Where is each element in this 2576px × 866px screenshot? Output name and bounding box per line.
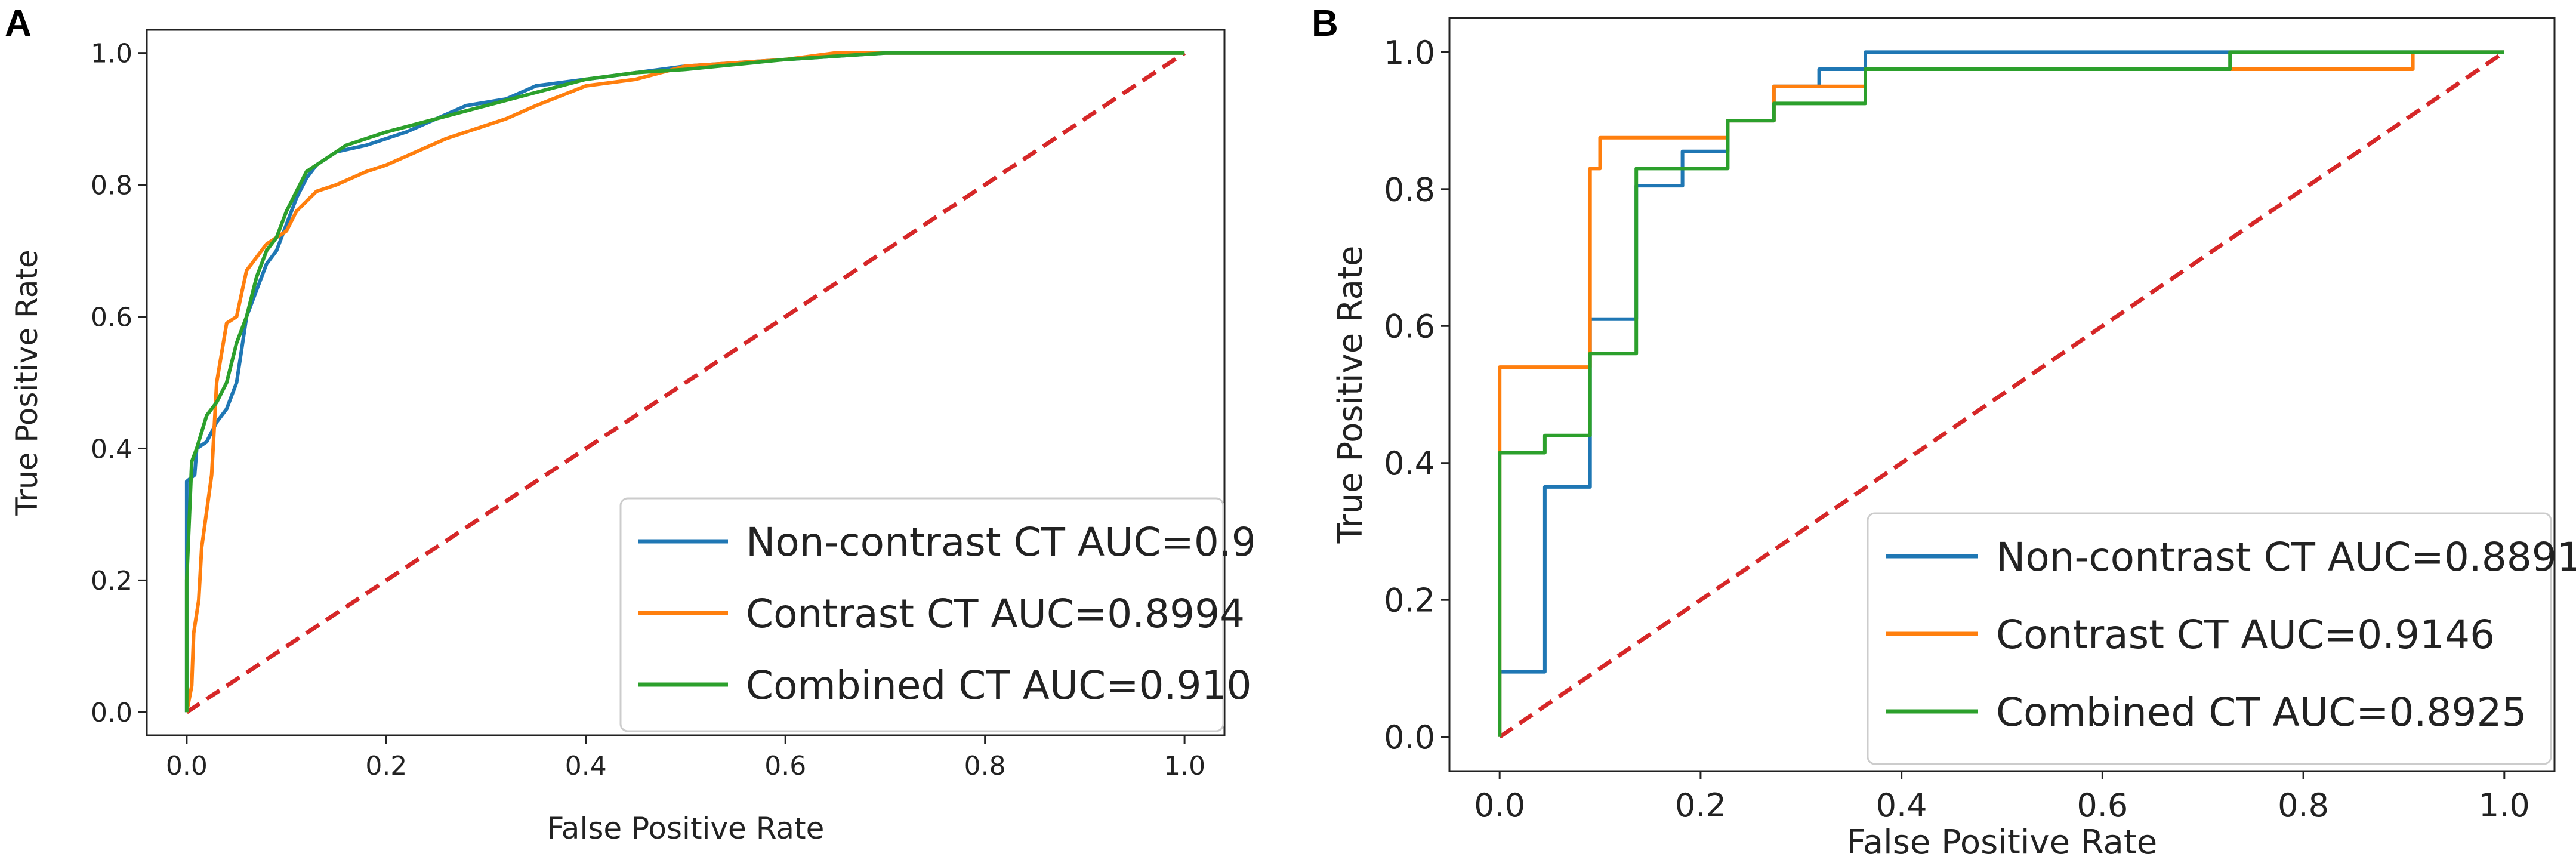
panel-b-letter: B	[1312, 3, 1338, 44]
chart-a-ytick-label: 1.0	[91, 39, 132, 69]
chart-b-xtick-label: 0.8	[2278, 787, 2329, 824]
chart-a-xtick-label: 0.2	[365, 751, 407, 781]
chart-a-xtick-label: 0.8	[964, 751, 1006, 781]
chart-a-ylabel: True Positive Rate	[10, 249, 44, 516]
chart-a-xtick-label: 0.0	[166, 751, 208, 781]
chart-a-xtick-label: 0.4	[565, 751, 607, 781]
chart-a-ytick-label: 0.4	[91, 434, 132, 464]
panel-a-letter: A	[5, 3, 32, 44]
chart-b-xtick-label: 0.6	[2077, 787, 2128, 824]
roc-chart-b: 0.0 0.2 0.4 0.6 0.8 1.0 0.0 0.2 0.4 0.6 0.8 1.0 Non…	[1331, 17, 2576, 862]
chart-a-legend-box	[619, 497, 1224, 732]
chart-b-plot-frame	[1448, 17, 2556, 772]
chart-b-ytick-label: 0.8	[1384, 171, 1435, 208]
chart-a-ytick-label: 0.0	[91, 698, 132, 728]
chart-a-plot-area: 0.0 0.2 0.4 0.6 0.8 1.0 0.0 0.2 0.4 0.6 0.8 1.0 Non…	[91, 29, 1253, 781]
chart-b-chance-line	[1498, 50, 2506, 739]
chart-b-xtick-label: 0.4	[1876, 787, 1927, 824]
chart-a-chance-line	[185, 51, 1186, 714]
chart-b-xtick-label: 1.0	[2479, 787, 2530, 824]
chart-b-ticks	[1441, 51, 2506, 779]
chart-b-ytick-label: 0.2	[1384, 582, 1435, 620]
chart-b-series-line	[1498, 50, 2504, 737]
chart-b-legend: Non-contrast CT AUC=0.8891 Contrast CT AU…	[1867, 512, 2576, 765]
chart-b-plot-area: 0.0 0.2 0.4 0.6 0.8 1.0 0.0 0.2 0.4 0.6 0.8 1.0 Non…	[1384, 17, 2576, 824]
chart-b-legend-box	[1867, 512, 2552, 765]
chart-b-series-line	[1498, 50, 2504, 737]
chart-b-tick-labels: 0.0 0.2 0.4 0.6 0.8 1.0 0.0 0.2 0.4 0.6 0.8 1.0	[1384, 34, 2530, 824]
chart-b-ytick-label: 0.6	[1384, 308, 1435, 346]
chart-a-legend-label: Contrast CT AUC=0.8994	[746, 591, 1245, 637]
chart-a-series	[184, 51, 1186, 714]
chart-a-xlabel: False Positive Rate	[547, 811, 825, 846]
chart-b-series	[1498, 50, 2506, 739]
chart-a-legend: Non-contrast CT AUC=0.9128 Contrast CT AU…	[619, 497, 1253, 732]
chart-b-xlabel: False Positive Rate	[1847, 823, 2157, 862]
chart-b-legend-label: Contrast CT AUC=0.9146	[1996, 612, 2495, 658]
chart-b-ytick-label: 1.0	[1384, 34, 1435, 72]
chart-a-ytick-label: 0.6	[91, 302, 132, 332]
chart-a-series-line	[184, 51, 1185, 713]
chart-b-legend-label: Non-contrast CT AUC=0.8891	[1996, 534, 2576, 580]
roc-chart-a: 0.0 0.2 0.4 0.6 0.8 1.0 0.0 0.2 0.4 0.6 0.8 1.0 Non…	[10, 29, 1253, 846]
chart-b-ylabel: True Positive Rate	[1331, 246, 1370, 544]
chart-b-xtick-label: 0.0	[1474, 787, 1525, 824]
chart-b-ytick-label: 0.0	[1384, 719, 1435, 756]
chart-a-ticks	[138, 52, 1186, 744]
chart-a-ytick-label: 0.2	[91, 566, 132, 596]
chart-a-plot-frame	[146, 29, 1226, 736]
chart-a-tick-labels: 0.0 0.2 0.4 0.6 0.8 1.0 0.0 0.2 0.4 0.6 0.8 1.0	[91, 39, 1205, 781]
chart-a-legend-label: Non-contrast CT AUC=0.9128	[746, 519, 1253, 565]
chart-a-ytick-label: 0.8	[91, 170, 132, 201]
chart-b-xtick-label: 0.2	[1675, 787, 1726, 824]
chart-a-legend-label: Combined CT AUC=0.9107	[746, 662, 1253, 708]
chart-b-legend-label: Combined CT AUC=0.8925	[1996, 689, 2526, 735]
chart-a-series-line	[184, 51, 1185, 713]
chart-a-xtick-label: 0.6	[764, 751, 806, 781]
chart-a-xtick-label: 1.0	[1164, 751, 1205, 781]
chart-b-ytick-label: 0.4	[1384, 445, 1435, 482]
